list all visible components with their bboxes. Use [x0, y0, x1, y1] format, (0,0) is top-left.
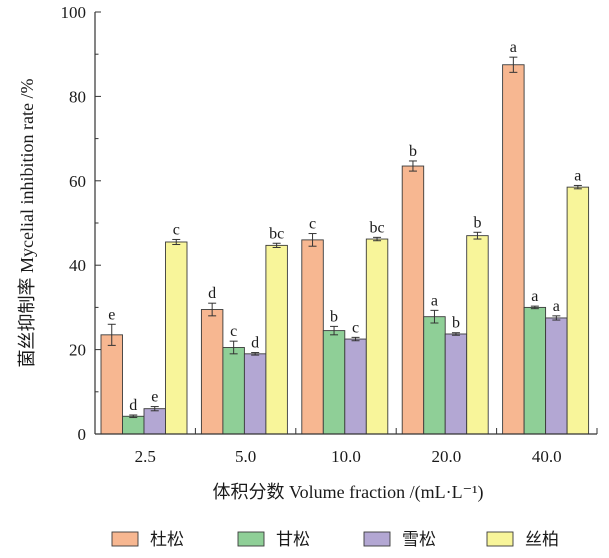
y-tick-label: 60	[69, 172, 86, 191]
bar	[545, 317, 568, 435]
legend-swatch	[363, 531, 391, 547]
chart-axes: 0 20 40 60 80 100 2.5 5.0 10.0 20.0 40.0 体积分数 Volum…	[17, 3, 598, 503]
bar	[165, 241, 188, 435]
significance-label: d	[251, 335, 259, 352]
y-tick-label: 40	[69, 256, 86, 275]
significance-label: b	[473, 214, 481, 231]
legend-label: 甘松	[276, 530, 310, 549]
significance-label: c	[352, 319, 359, 336]
bar	[444, 333, 468, 435]
significance-label: bc	[369, 219, 384, 236]
significance-label: a	[531, 288, 538, 305]
legend-item: 丝柏	[486, 530, 559, 549]
legend-swatch	[111, 531, 139, 547]
bar	[222, 347, 245, 435]
x-tick-label: 20.0	[432, 447, 462, 466]
bar	[301, 239, 324, 435]
bar	[365, 238, 389, 435]
bar	[423, 316, 446, 435]
bar	[200, 309, 224, 435]
significance-label: a	[431, 292, 438, 309]
significance-label: a	[510, 39, 517, 56]
bar	[502, 64, 525, 435]
legend-swatch	[486, 531, 514, 547]
significance-label: a	[574, 167, 581, 184]
y-tick-label: 0	[78, 425, 87, 444]
significance-label: a	[553, 298, 560, 315]
significance-label: bc	[269, 225, 284, 242]
significance-label: e	[108, 306, 115, 323]
significance-label: b	[452, 315, 460, 332]
bar	[466, 235, 489, 435]
bar	[401, 165, 425, 435]
significance-label: b	[409, 143, 417, 160]
significance-label: c	[230, 323, 237, 340]
bar	[322, 330, 346, 435]
significance-label: e	[151, 389, 158, 406]
bar	[122, 415, 145, 435]
x-tick-label: 5.0	[235, 447, 256, 466]
y-tick-label: 100	[61, 3, 87, 22]
significance-label: d	[129, 397, 137, 414]
x-tick-label: 10.0	[331, 447, 361, 466]
legend-label: 杜松	[150, 530, 184, 549]
x-axis-title: 体积分数 Volume fraction /(mL·L⁻¹)	[212, 482, 483, 503]
y-tick-label: 20	[69, 341, 86, 360]
bar	[143, 408, 166, 435]
x-tick-label: 40.0	[532, 447, 562, 466]
bar	[523, 306, 547, 435]
bar	[243, 353, 267, 435]
legend-item: 甘松	[237, 530, 310, 549]
bar	[566, 186, 590, 435]
chart-legend: 杜松 甘松 雪松 丝柏	[111, 530, 559, 549]
significance-label: d	[208, 285, 216, 302]
bar	[344, 338, 367, 435]
y-axis-title: 菌丝抑制率 Mycelial inhibition rate /%	[17, 79, 37, 368]
significance-label: c	[173, 221, 180, 238]
legend-label: 雪松	[402, 530, 436, 549]
bar	[265, 244, 288, 435]
y-tick-label: 80	[69, 87, 86, 106]
legend-swatch	[237, 531, 265, 547]
significance-label: c	[309, 216, 316, 233]
bar	[100, 334, 123, 435]
legend-item: 杜松	[111, 530, 184, 549]
legend-label: 丝柏	[525, 530, 559, 549]
x-tick-label: 2.5	[135, 447, 156, 466]
significance-label: b	[330, 308, 338, 325]
legend-item: 雪松	[363, 530, 436, 549]
